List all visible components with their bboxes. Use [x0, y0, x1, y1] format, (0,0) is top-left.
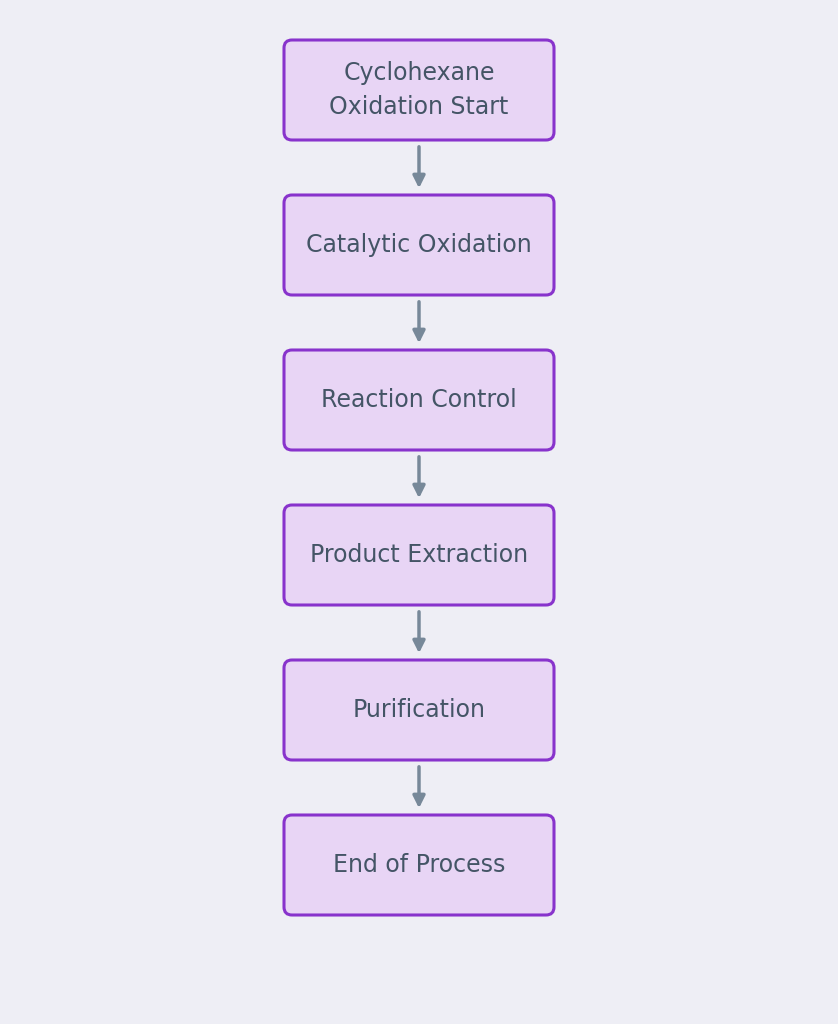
FancyBboxPatch shape [284, 195, 554, 295]
FancyBboxPatch shape [284, 660, 554, 760]
FancyBboxPatch shape [284, 505, 554, 605]
FancyBboxPatch shape [284, 40, 554, 140]
Text: Catalytic Oxidation: Catalytic Oxidation [306, 233, 532, 257]
Text: Product Extraction: Product Extraction [310, 543, 528, 567]
Text: Reaction Control: Reaction Control [321, 388, 517, 412]
Text: End of Process: End of Process [333, 853, 505, 877]
Text: Cyclohexane
Oxidation Start: Cyclohexane Oxidation Start [329, 61, 509, 119]
FancyBboxPatch shape [284, 350, 554, 450]
FancyBboxPatch shape [284, 815, 554, 915]
Text: Purification: Purification [353, 698, 485, 722]
